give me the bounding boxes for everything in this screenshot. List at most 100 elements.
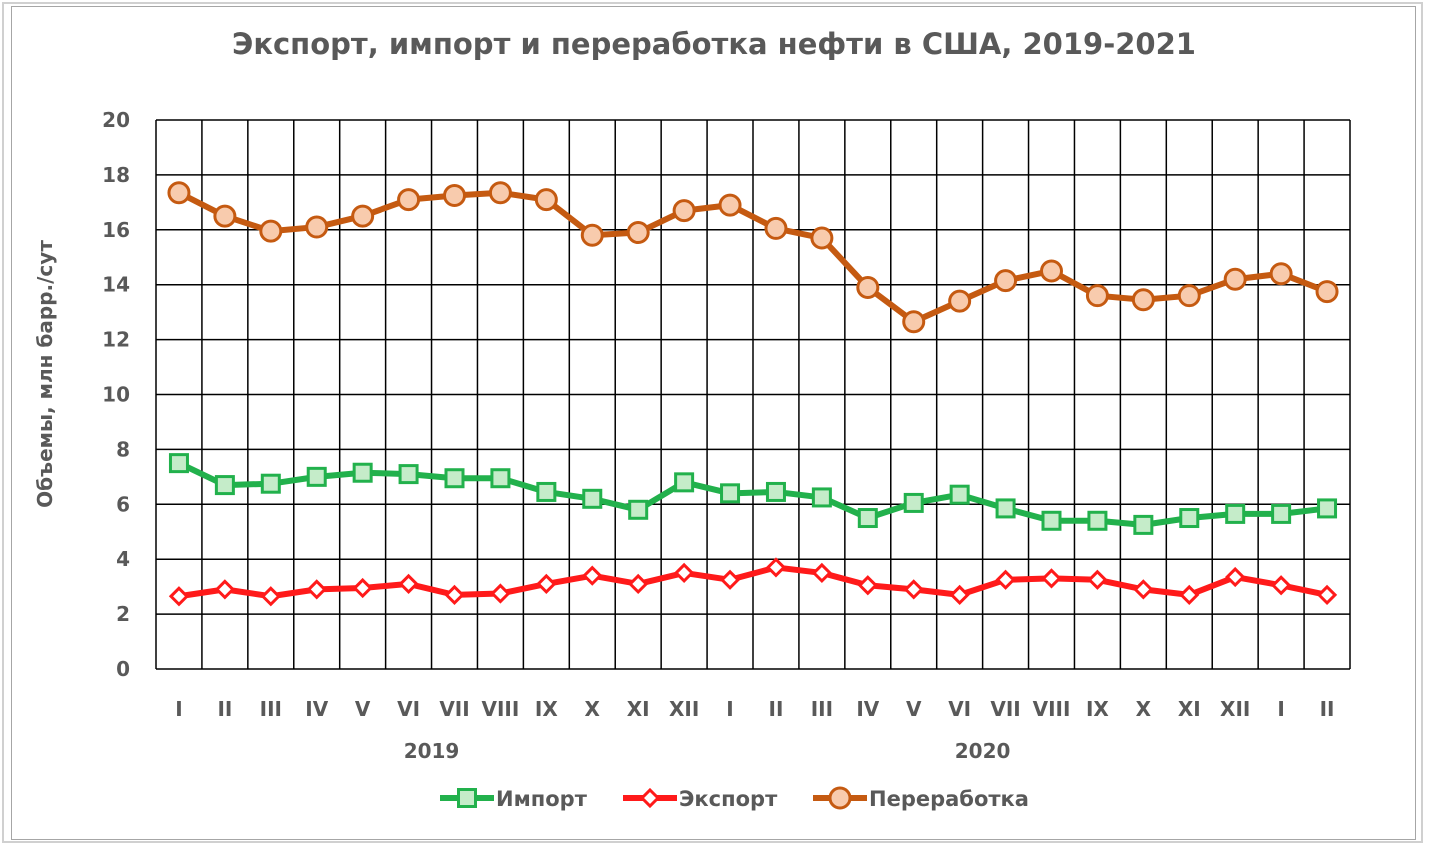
y-tick-label: 2 [116, 602, 130, 626]
data-point [1131, 288, 1155, 312]
data-point [1270, 575, 1292, 596]
data-point [765, 481, 786, 502]
data-point [1315, 280, 1339, 304]
series-2 [168, 557, 1338, 607]
data-point [1225, 566, 1246, 588]
data-point [1316, 584, 1338, 606]
data-point [260, 586, 281, 607]
data-point [1317, 498, 1338, 519]
data-point [168, 586, 190, 607]
data-point [628, 499, 649, 520]
legend-swatch-marker [457, 788, 477, 808]
chart-frame [11, 6, 1416, 840]
x-tick-label: X [1136, 697, 1152, 721]
x-tick-label: IX [535, 697, 558, 721]
data-point [811, 487, 832, 508]
data-point [1085, 284, 1109, 308]
data-point [764, 216, 788, 240]
data-point [536, 573, 557, 595]
data-point [857, 508, 878, 529]
y-tick-label: 18 [102, 163, 130, 187]
data-point [1087, 510, 1108, 531]
y-tick-label: 16 [102, 218, 130, 242]
x-tick-label: XI [1178, 697, 1201, 721]
y-tick-labels: 0 2 4 6 8 10 12 14 16 18 20 [102, 108, 130, 681]
data-point [352, 462, 373, 483]
x-tick-label: VIII [482, 697, 520, 721]
y-tick-label: 12 [102, 328, 130, 352]
data-point [811, 562, 833, 584]
series [167, 181, 1339, 607]
legend-swatch-marker [828, 786, 852, 810]
data-point [1223, 267, 1247, 291]
grid [155, 119, 1351, 670]
data-point [490, 468, 511, 489]
x-tick-label: IV [305, 697, 328, 721]
legend-label: Импорт [496, 787, 588, 811]
y-tick-label: 8 [116, 437, 130, 461]
data-point [903, 579, 924, 600]
data-point [214, 475, 235, 496]
x-tick-label: VIII [1033, 697, 1071, 721]
x-tick-label: IV [856, 697, 879, 721]
data-point [1087, 569, 1108, 590]
data-point [720, 483, 741, 504]
data-point [351, 204, 375, 228]
data-point [948, 289, 972, 313]
data-point [306, 579, 327, 600]
data-point [444, 468, 465, 489]
data-point [1041, 510, 1062, 531]
legend-item: Экспорт [623, 787, 778, 811]
data-point [398, 464, 419, 485]
data-point [857, 575, 878, 596]
data-point [580, 223, 604, 247]
data-point [628, 573, 649, 595]
data-point [995, 569, 1016, 590]
x-tick-label: III [811, 697, 833, 721]
data-point [168, 453, 189, 474]
year-labels: 2019 2020 [404, 739, 1011, 763]
data-point [1179, 584, 1200, 606]
data-point [443, 183, 466, 207]
y-tick-label: 4 [116, 547, 130, 571]
data-point [1133, 514, 1154, 535]
data-point [1271, 503, 1292, 524]
y-tick-label: 6 [116, 492, 130, 516]
x-tick-label: XII [669, 697, 699, 721]
y-tick-label: 0 [116, 657, 130, 681]
data-point [810, 226, 834, 250]
data-point [856, 275, 880, 299]
x-tick-label: III [260, 697, 282, 721]
data-point [1133, 579, 1154, 600]
x-tick-label: V [906, 697, 922, 721]
y-axis-label: Объемы, млн барр./сут [33, 240, 57, 508]
data-point [352, 577, 373, 599]
data-point [1269, 262, 1293, 286]
data-point [902, 310, 926, 334]
data-point [397, 188, 421, 212]
data-point [626, 221, 650, 245]
data-point [674, 472, 695, 493]
legend: Импорт Экспорт Переработка [440, 786, 1029, 811]
x-tick-label: IX [1086, 697, 1109, 721]
data-point [260, 473, 281, 494]
x-tick-label: XII [1220, 697, 1250, 721]
chart-title: Экспорт, импорт и переработка нефти в СШ… [232, 27, 1196, 61]
x-tick-label: VII [439, 697, 469, 721]
data-point [582, 488, 603, 509]
data-point [536, 481, 557, 502]
x-tick-label: VII [990, 697, 1020, 721]
data-point [534, 188, 558, 212]
series-3 [167, 181, 1339, 334]
legend-label: Экспорт [679, 787, 778, 811]
x-tick-label: VI [948, 697, 971, 721]
x-tick-label: I [726, 697, 733, 721]
data-point [1177, 284, 1201, 308]
data-point [582, 565, 603, 586]
x-tick-label: XI [627, 697, 650, 721]
data-point [306, 466, 327, 487]
x-tick-label: VI [397, 697, 420, 721]
data-point [949, 584, 970, 606]
data-point [1225, 503, 1246, 524]
